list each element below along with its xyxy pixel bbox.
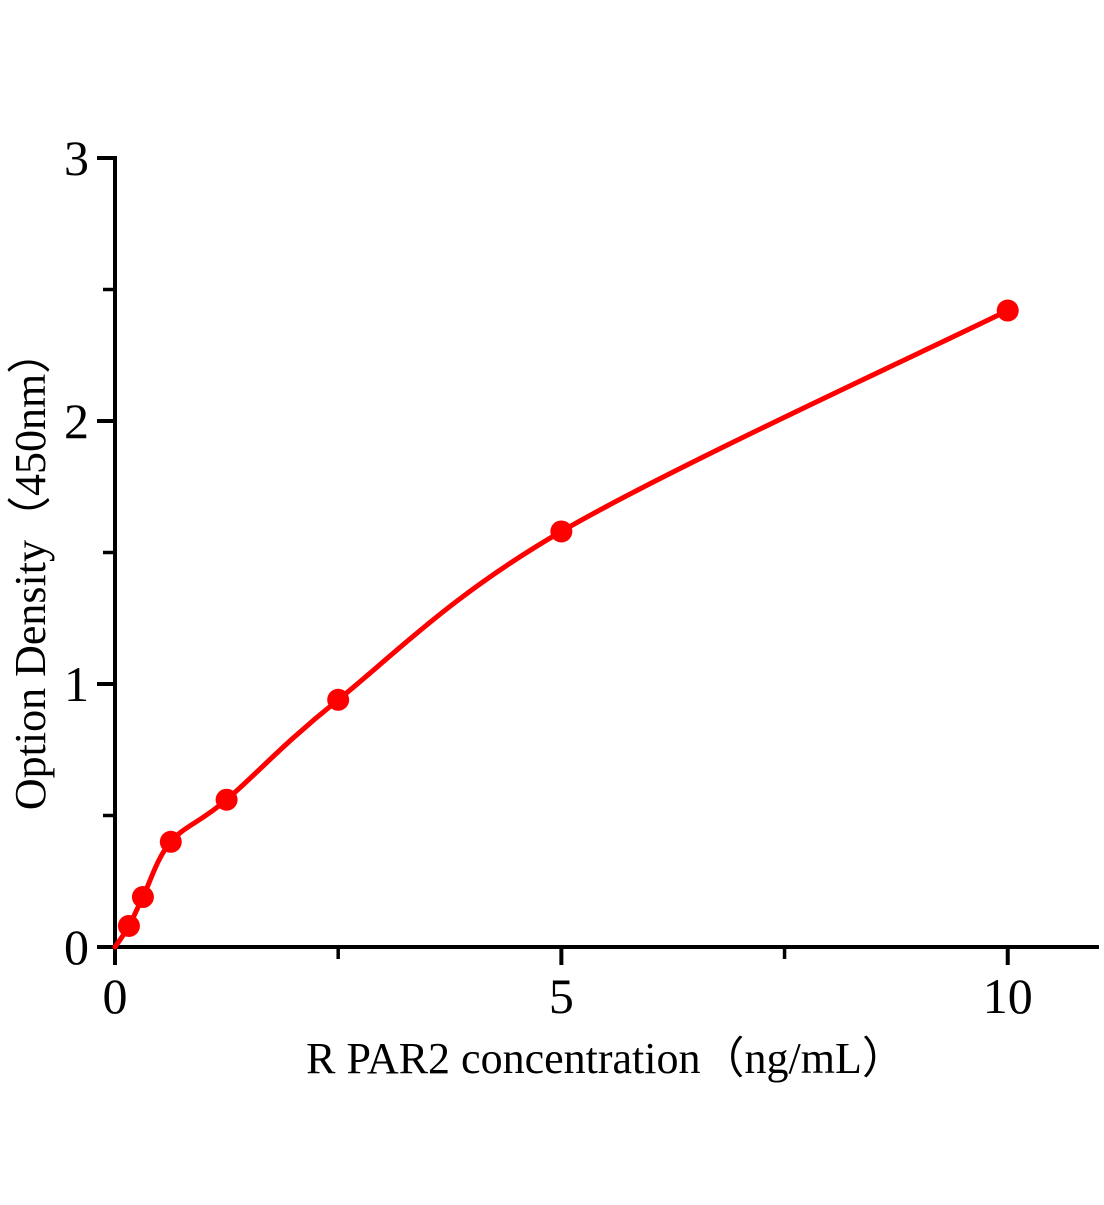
y-tick-label: 1 xyxy=(64,656,89,712)
data-point-marker xyxy=(327,688,350,711)
x-tick-label: 5 xyxy=(549,968,574,1024)
data-point-marker xyxy=(159,830,182,853)
x-tick-label: 0 xyxy=(103,968,128,1024)
data-point-marker xyxy=(550,520,573,543)
y-tick-label: 0 xyxy=(64,919,89,975)
y-axis-title: Option Density（450nm） xyxy=(6,330,55,810)
fitted-curve xyxy=(112,308,1011,950)
axis-tick-labels: 0 5 10 0 1 2 3 xyxy=(64,130,1033,1024)
data-point-marker xyxy=(215,788,238,811)
data-point-marker xyxy=(996,299,1019,322)
data-point-marker xyxy=(131,886,154,909)
y-tick-label: 2 xyxy=(64,393,89,449)
axis-ticks xyxy=(97,156,1010,965)
x-tick-label: 10 xyxy=(983,968,1033,1024)
x-axis-title: R PAR2 concentration（ng/mL） xyxy=(306,1034,906,1083)
data-point-marker xyxy=(117,914,140,937)
y-tick-label: 3 xyxy=(64,130,89,186)
axes xyxy=(113,156,1099,949)
data-points xyxy=(117,299,1019,937)
